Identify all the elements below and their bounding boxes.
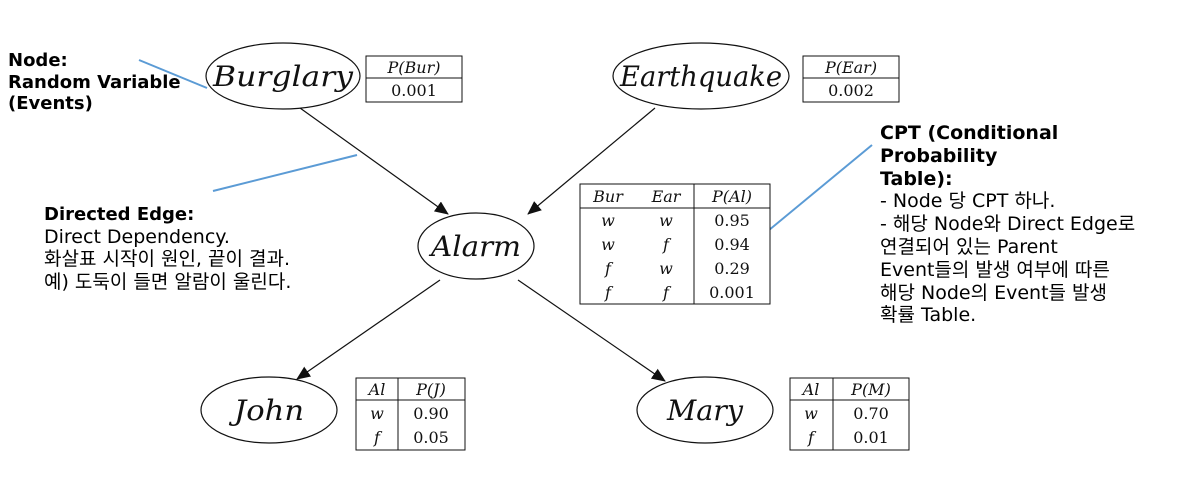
cpt-mary: Al P(M) w 0.70 f 0.01 (789, 377, 910, 451)
cpt-alarm-header-pal: P(Al) (711, 187, 752, 206)
cpt-alarm-r1-p: 0.94 (714, 235, 750, 254)
callout-line-edge (212, 154, 358, 192)
cpt-mary-r0-p: 0.70 (853, 404, 889, 423)
annotation-edge-line-2: 화살표 시작이 원인, 끝이 결과. (44, 248, 290, 271)
cpt-john-header-p: P(J) (415, 380, 446, 399)
cpt-mary-header-p: P(M) (850, 380, 891, 399)
cpt-burglary-header: P(Bur) (387, 58, 441, 77)
cpt-alarm-r3-bur: f (604, 283, 614, 302)
callout-line-node (138, 59, 208, 89)
cpt-alarm-header-bur: Bur (592, 187, 624, 206)
annotation-node: Node: Random Variable (Events) (8, 50, 208, 115)
annotation-node-line-2: Random Variable (8, 71, 181, 93)
annotation-cpt-line-5: 해당 Node의 Event들 발생 (880, 281, 1108, 304)
cpt-john-r1-p: 0.05 (413, 428, 449, 447)
cpt-alarm-r2-bur: f (604, 259, 614, 278)
cpt-john: Al P(J) w 0.90 f 0.05 (355, 377, 466, 451)
node-earthquake: Earthquake (612, 42, 790, 110)
cpt-alarm: Bur Ear P(Al) w w 0.95 w f 0.94 f w 0.29… (579, 183, 771, 305)
cpt-alarm-r0-ear: w (659, 211, 673, 230)
edge-alarm-mary (517, 279, 666, 382)
cpt-mary-r1-p: 0.01 (853, 428, 889, 447)
cpt-alarm-r2-p: 0.29 (714, 259, 750, 278)
annotation-cpt: CPT (Conditional Probability Table): - N… (880, 122, 1180, 327)
edge-earthquake-alarm (527, 107, 656, 215)
cpt-mary-r0-al: w (804, 404, 818, 423)
edge-burglary-alarm (299, 107, 449, 215)
cpt-burglary-value: 0.001 (391, 81, 437, 100)
cpt-burglary: P(Bur) 0.001 (365, 55, 463, 103)
cpt-alarm-header-ear: Ear (651, 187, 682, 206)
annotation-cpt-line-3: 연결되어 있는 Parent (880, 235, 1058, 258)
annotation-cpt-line-1: - Node 당 CPT 하나. (880, 190, 1056, 213)
cpt-john-header-al: Al (367, 380, 386, 399)
cpt-mary-r1-al: f (807, 428, 817, 447)
node-john-label: John (229, 394, 304, 427)
cpt-alarm-r0-p: 0.95 (714, 211, 750, 230)
node-earthquake-label: Earthquake (619, 60, 782, 93)
annotation-cpt-line-6: 확률 Table. (880, 304, 977, 327)
node-burglary-label: Burglary (212, 60, 354, 93)
cpt-alarm-r3-ear: f (662, 283, 672, 302)
cpt-earthquake: P(Ear) 0.002 (802, 55, 900, 103)
annotation-edge-line-1: Direct Dependency. (44, 225, 230, 248)
annotation-cpt-title-2: Table): (880, 167, 953, 190)
callout-line-cpt (756, 144, 873, 241)
cpt-john-r0-al: w (370, 404, 384, 423)
annotation-cpt-line-2: - 해당 Node와 Direct Edge로 (880, 213, 1136, 236)
node-burglary: Burglary (205, 42, 361, 110)
cpt-john-r1-al: f (373, 428, 383, 447)
annotation-cpt-title-1: CPT (Conditional Probability (880, 122, 1059, 167)
node-mary-label: Mary (666, 394, 744, 427)
annotation-cpt-line-4: Event들의 발생 여부에 따른 (880, 258, 1110, 281)
node-mary: Mary (636, 376, 774, 444)
edge-alarm-john (296, 279, 441, 380)
annotation-edge-line-3: 예) 도둑이 들면 알람이 울린다. (44, 271, 292, 294)
cpt-alarm-r1-bur: w (601, 235, 615, 254)
cpt-earthquake-value: 0.002 (828, 81, 874, 100)
annotation-node-line-3: (Events) (8, 93, 93, 115)
annotation-edge-title: Directed Edge: (44, 204, 195, 225)
cpt-earthquake-header: P(Ear) (824, 58, 877, 77)
cpt-alarm-r0-bur: w (601, 211, 615, 230)
cpt-alarm-r2-ear: w (659, 259, 673, 278)
node-alarm-label: Alarm (428, 230, 521, 263)
cpt-alarm-r3-p: 0.001 (709, 283, 755, 302)
cpt-john-r0-p: 0.90 (413, 404, 449, 423)
cpt-alarm-r1-ear: f (662, 235, 672, 254)
cpt-mary-header-al: Al (801, 380, 820, 399)
node-alarm: Alarm (417, 212, 535, 280)
annotation-node-line-1: Node: (8, 50, 68, 71)
node-john: John (200, 376, 338, 444)
annotation-edge: Directed Edge: Direct Dependency. 화살표 시작… (44, 204, 424, 294)
